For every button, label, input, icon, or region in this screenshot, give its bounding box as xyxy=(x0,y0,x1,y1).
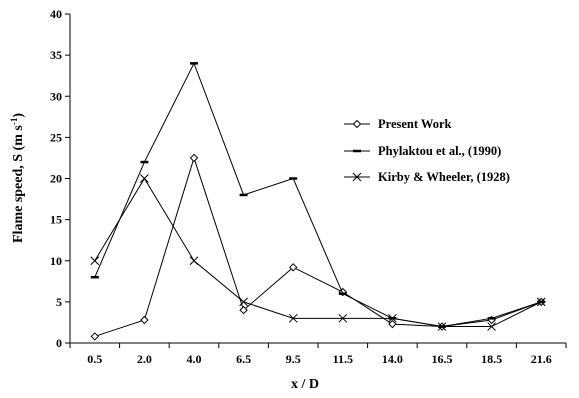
y-tick-label: 20 xyxy=(50,172,62,186)
x-marker-stroke xyxy=(437,322,447,331)
x-marker xyxy=(437,322,447,331)
x-tick-label: 0.5 xyxy=(87,352,102,366)
x-tick-label: 14.0 xyxy=(382,352,403,366)
data-point xyxy=(288,313,298,323)
x-marker-stroke xyxy=(90,256,100,266)
diamond-marker xyxy=(288,263,298,272)
series-x xyxy=(90,174,546,331)
y-axis-title-main: Flame speed, S (m s xyxy=(11,125,26,243)
data-point xyxy=(90,256,100,266)
series-group xyxy=(90,62,546,341)
x-tick-label: 16.5 xyxy=(432,352,453,366)
x-marker xyxy=(536,297,546,307)
x-marker-stroke xyxy=(388,313,397,323)
legend-item: Phylaktou et al., (1990) xyxy=(344,144,501,158)
data-point xyxy=(239,305,248,315)
y-axis-title: Flame speed, S (m s-1) xyxy=(9,113,26,243)
legend-label: Present Work xyxy=(378,117,452,131)
x-marker xyxy=(189,256,199,266)
x-marker-stroke xyxy=(288,313,298,323)
x-tick-label: 9.5 xyxy=(286,352,301,366)
x-marker xyxy=(239,297,248,307)
data-point xyxy=(90,332,100,341)
x-marker xyxy=(90,256,100,266)
data-point xyxy=(338,313,348,323)
diamond-marker xyxy=(140,315,149,325)
x-marker xyxy=(388,313,397,323)
diamond-marker xyxy=(189,153,199,163)
x-marker xyxy=(140,174,149,183)
y-axis-title-close: ) xyxy=(11,113,26,118)
y-tick-label: 30 xyxy=(50,89,62,103)
series-line xyxy=(94,177,542,328)
data-point xyxy=(189,153,199,163)
series-line xyxy=(94,156,542,337)
data-point xyxy=(140,315,149,325)
x-marker-stroke xyxy=(239,297,248,307)
x-axis-title: x / D xyxy=(291,377,319,392)
y-tick-label: 5 xyxy=(56,295,62,309)
x-marker xyxy=(288,313,298,323)
x-tick-label: 18.5 xyxy=(481,352,502,366)
x-tick-label: 21.6 xyxy=(531,352,552,366)
legend-label: Phylaktou et al., (1990) xyxy=(378,144,501,158)
data-point xyxy=(388,319,397,329)
y-tick-label: 35 xyxy=(50,48,62,62)
data-point xyxy=(437,322,447,331)
x-marker-stroke xyxy=(352,172,362,182)
diamond-marker xyxy=(90,332,100,341)
x-marker xyxy=(487,322,496,331)
diamond-marker xyxy=(388,319,397,329)
series-dash xyxy=(90,62,546,328)
diamond-marker xyxy=(239,305,248,315)
x-tick-label: 11.5 xyxy=(333,352,353,366)
x-marker-stroke xyxy=(140,174,149,183)
legend-item: Kirby & Wheeler, (1928) xyxy=(344,170,510,184)
y-ticks: 0 5 10 15 20 25 30 35 40 xyxy=(50,7,70,350)
data-point xyxy=(189,256,199,266)
x-marker-stroke xyxy=(189,256,199,266)
y-tick-label: 40 xyxy=(50,7,62,21)
data-point xyxy=(388,313,397,323)
x-marker xyxy=(338,313,348,323)
y-tick-label: 25 xyxy=(50,130,62,144)
x-marker-stroke xyxy=(338,313,348,323)
x-tick-label: 4.0 xyxy=(187,352,202,366)
diamond-marker xyxy=(352,119,362,129)
legend-label: Kirby & Wheeler, (1928) xyxy=(378,170,510,184)
x-tick-label: 6.5 xyxy=(236,352,251,366)
y-tick-label: 0 xyxy=(56,336,62,350)
x-marker xyxy=(352,172,362,182)
data-point xyxy=(239,297,248,307)
y-tick-label: 15 xyxy=(50,213,62,227)
x-tick-label: 2.0 xyxy=(137,352,152,366)
data-point xyxy=(288,263,298,272)
x-ticks: 0.5 2.0 4.0 6.5 9.5 11.5 14.0 16.5 18.5 21.6 xyxy=(69,343,567,366)
x-marker-stroke xyxy=(536,297,546,307)
y-axis-title-sup: -1 xyxy=(9,117,19,125)
series-line xyxy=(94,62,542,328)
data-point xyxy=(140,174,149,183)
y-tick-label: 10 xyxy=(50,254,62,268)
legend: Present Work Phylaktou et al., (1990) Kirb… xyxy=(344,117,510,184)
legend-item: Present Work xyxy=(344,117,452,131)
data-point xyxy=(536,297,546,307)
x-marker-stroke xyxy=(487,322,496,331)
data-point xyxy=(487,322,496,331)
